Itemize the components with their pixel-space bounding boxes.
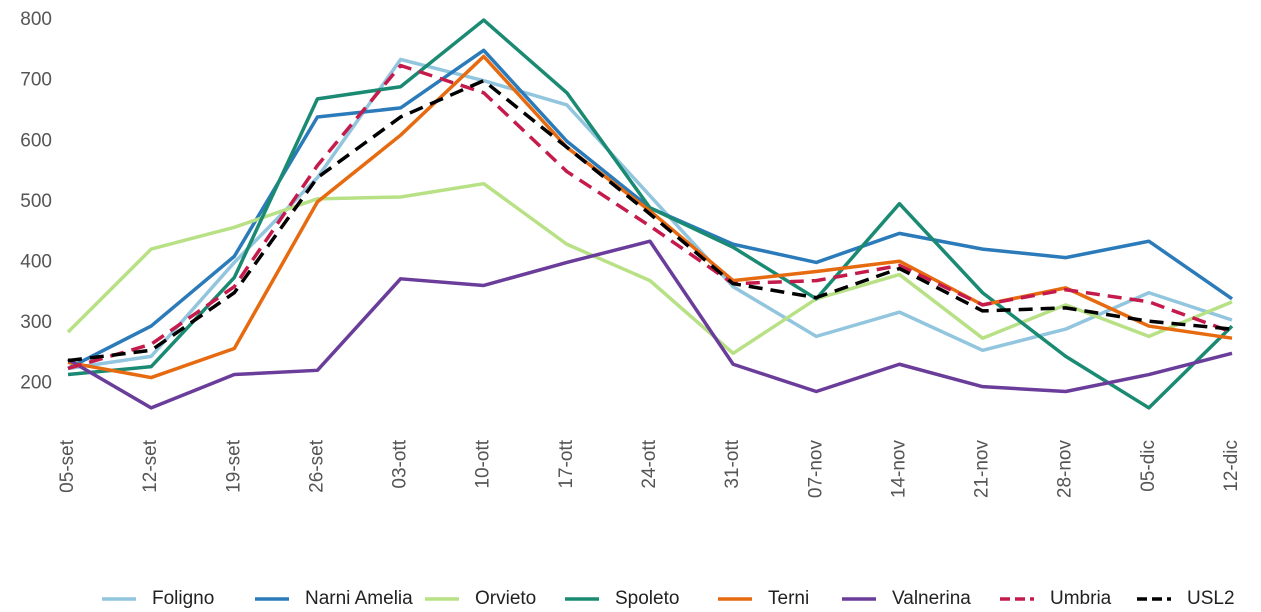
x-tick-label: 26-set <box>306 439 327 493</box>
y-tick-label: 600 <box>20 130 52 151</box>
x-tick-label: 05-dic <box>1138 440 1159 492</box>
legend-label: Spoleto <box>615 588 679 609</box>
x-tick-label: 19-set <box>223 439 244 493</box>
y-tick-label: 400 <box>20 251 52 272</box>
x-tick-label: 07-nov <box>805 440 826 499</box>
legend-label: Orvieto <box>475 588 536 609</box>
legend-label: Narni Amelia <box>305 588 413 609</box>
series-line <box>67 78 1233 363</box>
series-line <box>67 18 1234 410</box>
y-tick-label: 500 <box>20 191 52 212</box>
x-tick-label: 12-set <box>140 439 161 493</box>
y-tick-label: 700 <box>20 70 52 91</box>
x-tick-label: 10-ott <box>473 439 494 488</box>
legend-label: Terni <box>768 588 809 609</box>
legend-label: Valnerina <box>892 588 971 609</box>
series-line <box>67 54 1233 380</box>
y-tick-label: 200 <box>20 373 52 394</box>
x-tick-label: 17-ott <box>556 439 577 488</box>
x-tick-label: 21-nov <box>972 440 993 499</box>
legend-label: USL2 <box>1187 588 1235 609</box>
x-tick-label: 03-ott <box>390 439 411 488</box>
x-tick-label: 28-nov <box>1055 440 1076 499</box>
x-tick-label: 31-ott <box>722 439 743 488</box>
x-tick-label: 05-set <box>57 439 78 493</box>
y-tick-label: 800 <box>20 9 52 30</box>
x-tick-label: 14-nov <box>888 440 909 499</box>
x-tick-label: 12-dic <box>1221 440 1242 492</box>
series-line <box>67 63 1233 371</box>
legend-label: Umbria <box>1050 588 1112 609</box>
x-tick-label: 24-ott <box>639 439 660 488</box>
series-line <box>67 239 1233 410</box>
legend-label: Foligno <box>152 588 214 609</box>
y-tick-label: 300 <box>20 312 52 333</box>
